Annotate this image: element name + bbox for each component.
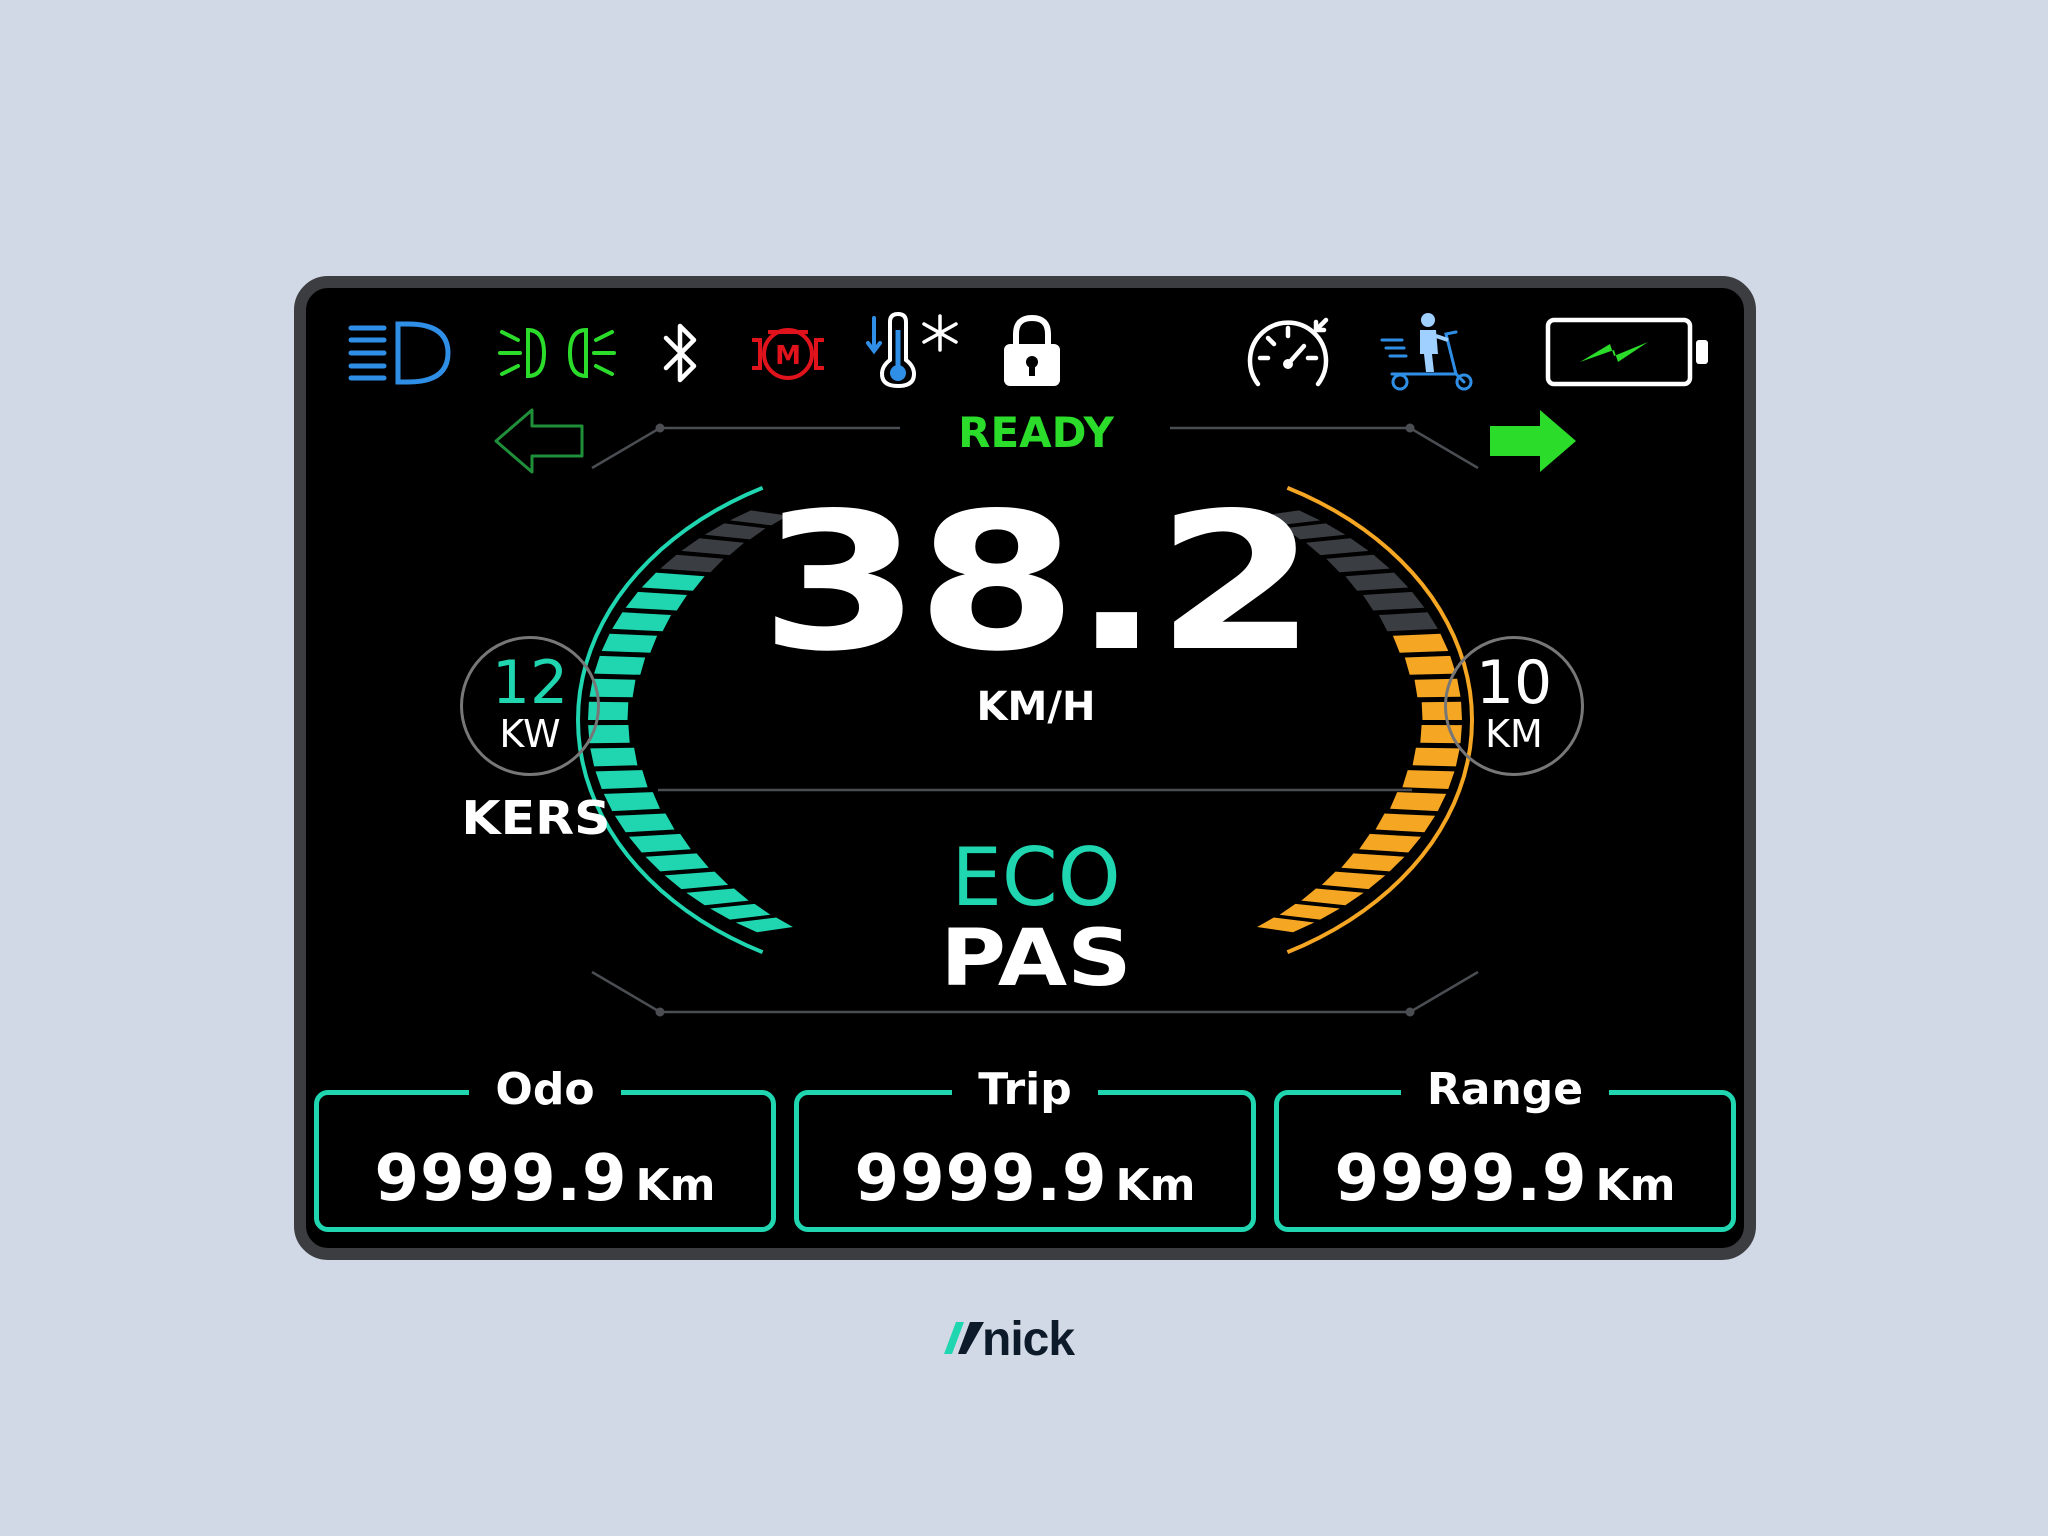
range-gauge-segment [1321, 871, 1386, 890]
range-panel: Range 9999.9 Km [1274, 1064, 1736, 1232]
range-unit: Km [1595, 1160, 1676, 1211]
power-gauge-segment [601, 633, 658, 653]
power-gauge-segment [686, 888, 749, 906]
temperature-icon [866, 311, 958, 389]
power-gauge-segment [588, 725, 630, 744]
speed-value: 38.2 [759, 472, 1317, 693]
odo-label: Odo [469, 1064, 621, 1116]
battery-charging-icon [1545, 317, 1708, 387]
power-unit: KW [499, 712, 561, 756]
turn-right-arrow-icon [1490, 410, 1576, 472]
distance-unit: KM [1485, 712, 1543, 756]
turn-left-arrow-icon [494, 408, 584, 474]
odo-value: 9999.9 [374, 1142, 628, 1216]
range-gauge-segment [1305, 538, 1369, 556]
gauge-frame [575, 423, 1479, 1017]
power-gauge-segment [589, 678, 636, 698]
range-gauge-segment [1284, 523, 1346, 540]
power-gauge-segment [704, 523, 766, 540]
power-gauge-segment [735, 917, 793, 933]
trip-value: 9999.9 [854, 1142, 1108, 1216]
trip-unit: Km [1115, 1160, 1196, 1211]
range-gauge-segment [1345, 572, 1409, 591]
range-gauge-segment [1326, 554, 1390, 573]
speed-unit: KM/H [976, 684, 1096, 730]
power-value: 12 [491, 648, 569, 718]
cruise-control-icon [1247, 317, 1329, 387]
range-gauge-segment [1378, 612, 1438, 632]
distance-readout: 10 KM [1444, 636, 1584, 776]
power-readout: 12 KW [460, 636, 600, 776]
kers-label: KERS [461, 791, 611, 845]
trip-label: Trip [952, 1064, 1098, 1116]
parking-light-icon [498, 327, 616, 379]
bluetooth-icon [663, 323, 697, 383]
power-gauge-segment [641, 572, 705, 591]
range-gauge-segment [1363, 591, 1425, 611]
range-gauge-segment [1279, 903, 1340, 920]
svg-text:M: M [775, 341, 801, 371]
power-gauge-segment [603, 792, 660, 812]
power-gauge-segment [664, 871, 729, 890]
power-gauge-segment [595, 770, 648, 789]
range-gauge-segment [1359, 833, 1422, 853]
ready-status: READY [958, 408, 1114, 457]
range-gauge-segment [1402, 770, 1455, 789]
power-gauge-segment [625, 591, 687, 611]
power-gauge-segment [681, 538, 745, 556]
trip-panel: Trip 9999.9 Km [794, 1064, 1256, 1232]
power-gauge-segment [590, 747, 638, 767]
range-gauge-segment [1341, 853, 1405, 872]
brand-name: nick [982, 1313, 1075, 1366]
power-gauge-segment [628, 833, 691, 853]
scooter-icon [1380, 313, 1473, 391]
motor-fault-icon: M [752, 328, 824, 380]
power-gauge-segment [594, 655, 646, 675]
assist-mode: PAS [940, 914, 1132, 1004]
range-gauge-segment [1262, 510, 1321, 526]
distance-value: 10 [1475, 648, 1553, 718]
range-gauge-segment [1257, 917, 1315, 933]
range-gauge-segment [1404, 655, 1456, 675]
brand-logo-mark [944, 1322, 984, 1354]
lock-icon [1004, 314, 1060, 386]
dashboard-display: M [294, 276, 1756, 1260]
power-gauge-segment [660, 554, 724, 573]
power-gauge-segment [612, 612, 672, 632]
range-gauge-segment [1375, 813, 1436, 833]
odo-panel: Odo 9999.9 Km [314, 1064, 776, 1232]
power-gauge-segment [710, 903, 771, 920]
power-gauge-segment [645, 853, 709, 872]
headlight-high-beam-icon [348, 321, 451, 385]
power-gauge-segment [729, 510, 788, 526]
range-label: Range [1400, 1064, 1610, 1116]
ride-mode: ECO [951, 831, 1121, 924]
range-gauge-segment [1301, 888, 1364, 906]
range-gauge [1257, 485, 1475, 955]
range-gauge-segment [1392, 633, 1449, 653]
range-gauge-segment [1412, 747, 1460, 767]
power-gauge-segment [614, 813, 675, 833]
range-gauge-segment [1390, 792, 1447, 812]
odo-unit: Km [635, 1160, 716, 1211]
range-value: 9999.9 [1334, 1142, 1588, 1216]
